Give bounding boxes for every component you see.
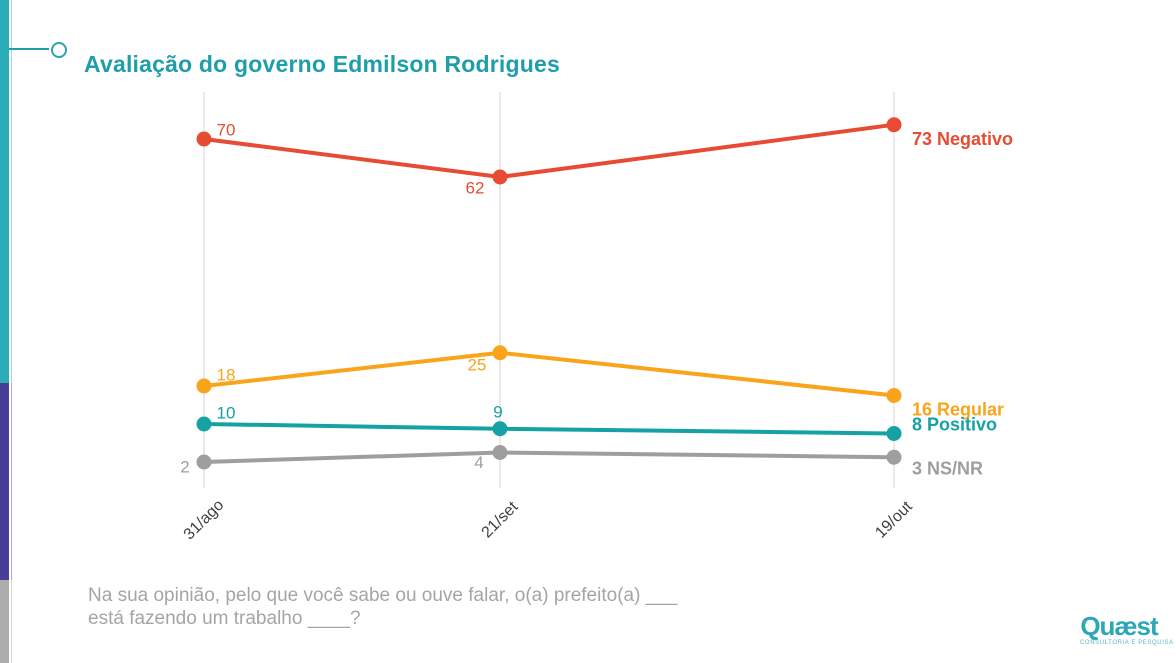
title-connector-line bbox=[9, 48, 49, 50]
accent-bar-purple bbox=[0, 383, 9, 580]
accent-bar-edge bbox=[11, 0, 12, 383]
accent-bar-gray bbox=[0, 580, 9, 663]
accent-bar-edge bbox=[11, 580, 12, 663]
data-point-Negativo-19/out bbox=[886, 117, 902, 133]
title-bullet-circle-icon bbox=[51, 42, 67, 58]
end-label-Positivo: 8 Positivo bbox=[912, 415, 997, 435]
end-label-NS/NR: 3 NS/NR bbox=[912, 458, 983, 478]
data-point-Regular-19/out bbox=[886, 388, 902, 403]
data-point-Regular-21/set bbox=[492, 345, 508, 361]
data-point-Positivo-31/ago bbox=[196, 416, 212, 432]
value-label-Negativo-31/ago: 70 bbox=[217, 121, 236, 140]
accent-bar-teal bbox=[0, 0, 9, 383]
series-line-Negativo bbox=[202, 122, 896, 180]
data-point-Negativo-21/set bbox=[492, 169, 508, 185]
data-point-NS/NR-21/set bbox=[492, 445, 508, 460]
quaest-logo-caption: CONSULTORIA E PESQUISA bbox=[1080, 640, 1174, 646]
series-line-Regular bbox=[202, 350, 896, 398]
value-label-Positivo-31/ago: 10 bbox=[217, 404, 236, 423]
data-point-Regular-31/ago bbox=[196, 378, 212, 394]
value-label-Regular-31/ago: 18 bbox=[217, 366, 236, 385]
survey-question-line2: está fazendo um trabalho ____? bbox=[88, 608, 361, 629]
data-point-Positivo-21/set bbox=[492, 421, 508, 437]
accent-bar-edge bbox=[11, 383, 12, 580]
end-label-Negativo: 73 Negativo bbox=[912, 129, 1013, 149]
data-point-Positivo-19/out bbox=[886, 426, 902, 441]
page-title: Avaliação do governo Edmilson Rodrigues bbox=[84, 51, 560, 78]
quaest-logo: Quæst CONSULTORIA E PESQUISA bbox=[1080, 611, 1174, 646]
survey-question: Na sua opinião, pelo que você sabe ou ou… bbox=[88, 584, 677, 630]
data-point-NS/NR-19/out bbox=[886, 449, 902, 465]
quaest-logo-wordmark: Quæst bbox=[1080, 611, 1158, 641]
x-axis-label-19/out: 19/out bbox=[872, 498, 916, 542]
data-point-Negativo-31/ago bbox=[196, 131, 212, 147]
value-label-Negativo-21/set: 62 bbox=[466, 179, 485, 198]
series-line-NS/NR bbox=[202, 450, 896, 464]
end-label-Regular: 16 Regular bbox=[912, 400, 1004, 420]
series-line-Positivo bbox=[202, 422, 896, 436]
value-label-Regular-21/set: 25 bbox=[468, 355, 487, 374]
value-label-Positivo-21/set: 9 bbox=[493, 402, 502, 421]
value-label-NS/NR-21/set: 4 bbox=[474, 453, 483, 472]
x-axis-label-31/ago: 31/ago bbox=[181, 497, 228, 544]
data-point-NS/NR-31/ago bbox=[196, 454, 212, 470]
survey-question-line1: Na sua opinião, pelo que você sabe ou ou… bbox=[88, 585, 678, 606]
x-axis-label-21/set: 21/set bbox=[479, 498, 522, 541]
value-label-NS/NR-31/ago: 2 bbox=[180, 458, 189, 477]
